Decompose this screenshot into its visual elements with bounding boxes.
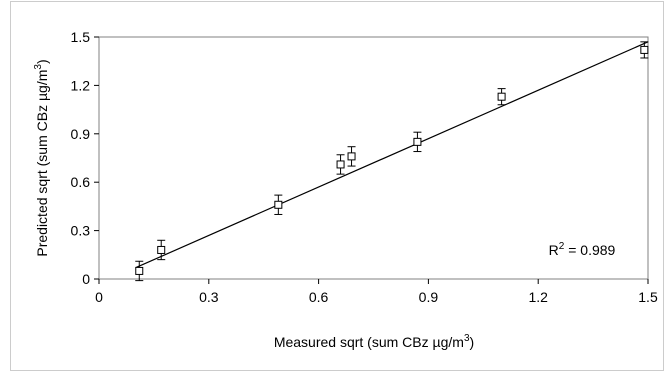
point-marker (347, 152, 356, 161)
point-marker (274, 200, 283, 209)
data-point (640, 41, 649, 59)
plot-area (98, 36, 649, 280)
x-tick-label: 0 (95, 289, 103, 305)
data-point (274, 194, 283, 215)
data-point (135, 260, 144, 282)
x-axis-label: Measured sqrt (sum CBz µg/m3) (274, 333, 474, 350)
y-axis-label: Predicted sqrt (sum CBz µg/m3) (33, 59, 50, 256)
y-tick-label: 1.5 (71, 29, 91, 45)
data-point (413, 131, 422, 153)
chart-border (10, 1, 664, 371)
y-tick-label: 0.3 (71, 223, 91, 239)
point-marker (640, 45, 649, 54)
x-tick-label: 0.3 (199, 289, 219, 305)
point-marker (413, 137, 422, 146)
point-marker (157, 245, 166, 254)
x-tick-label: 0.9 (419, 289, 439, 305)
r-squared-annotation: R2 = 0.989 (549, 241, 616, 258)
data-point (157, 239, 166, 261)
data-points-layer (135, 41, 649, 282)
x-tick-label: 1.2 (528, 289, 548, 305)
data-point (347, 146, 356, 167)
point-marker (336, 160, 345, 169)
y-tick-label: 0 (82, 271, 90, 287)
point-marker (135, 266, 144, 275)
point-marker (497, 92, 506, 101)
x-tick-label: 1.5 (638, 289, 658, 305)
y-tick-label: 1.2 (71, 77, 91, 93)
regression-line (135, 41, 649, 269)
y-tick-label: 0.9 (71, 126, 91, 142)
x-tick-label: 0.6 (309, 289, 329, 305)
ticks-layer: 0 0.3 0.6 0.9 1.2 1.5 0 0.3 0.6 0.9 1.2 1.5 (71, 29, 658, 305)
fit-line-layer (135, 41, 649, 269)
y-tick-label: 0.6 (71, 174, 91, 190)
data-point (336, 154, 345, 175)
data-point (497, 88, 506, 106)
